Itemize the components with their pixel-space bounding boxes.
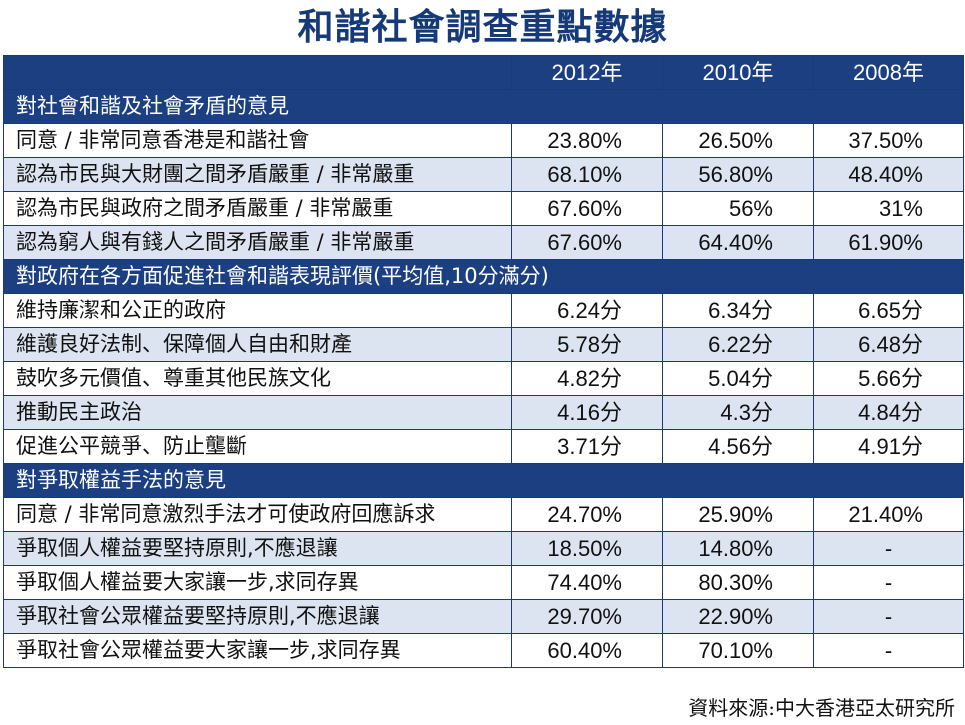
value-cell-2012: 67.60% bbox=[511, 225, 663, 260]
header-blank-cell bbox=[3, 55, 512, 90]
value-cell-2010: 80.30% bbox=[662, 565, 814, 600]
value-cell-2012: 68.10% bbox=[511, 157, 663, 192]
row-label: 爭取個人權益要大家讓一步,求同存異 bbox=[3, 565, 512, 600]
row-label: 爭取個人權益要堅持原則,不應退讓 bbox=[3, 531, 512, 566]
value-cell-2012: 24.70% bbox=[511, 497, 663, 532]
section-heading: 對政府在各方面促進社會和諧表現評價(平均值,10分滿分) bbox=[3, 259, 964, 294]
value-cell-2008: 6.48分 bbox=[813, 327, 964, 362]
table-row: 同意 / 非常同意香港是和諧社會 23.80% 26.50% 37.50% bbox=[3, 123, 964, 158]
value-cell-2008: 5.66分 bbox=[813, 361, 964, 396]
table-row: 促進公平競爭、防止壟斷 3.71分 4.56分 4.91分 bbox=[3, 429, 964, 464]
header-year-2008: 2008年 bbox=[813, 55, 964, 90]
row-label: 認為市民與政府之間矛盾嚴重 / 非常嚴重 bbox=[3, 191, 512, 226]
value-cell-2008: 4.91分 bbox=[813, 429, 964, 464]
value-cell-2010: 56.80% bbox=[662, 157, 814, 192]
row-label: 爭取社會公眾權益要堅持原則,不應退讓 bbox=[3, 599, 512, 634]
value-cell-2012: 29.70% bbox=[511, 599, 663, 634]
value-cell-2010: 26.50% bbox=[662, 123, 814, 158]
section-heading-row: 對爭取權益手法的意見 bbox=[3, 463, 964, 498]
value-cell-2008: 21.40% bbox=[813, 497, 964, 532]
source-note: 資料來源:中大香港亞太研究所 bbox=[688, 696, 955, 720]
table-row: 推動民主政治 4.16分 4.3分 4.84分 bbox=[3, 395, 964, 430]
table-row: 爭取個人權益要大家讓一步,求同存異 74.40% 80.30% - bbox=[3, 565, 964, 600]
row-label: 促進公平競爭、防止壟斷 bbox=[3, 429, 512, 464]
table-row: 爭取個人權益要堅持原則,不應退讓 18.50% 14.80% - bbox=[3, 531, 964, 566]
value-cell-2010: 64.40% bbox=[662, 225, 814, 260]
value-cell-2012: 5.78分 bbox=[511, 327, 663, 362]
value-cell-2010: 14.80% bbox=[662, 531, 814, 566]
row-label: 推動民主政治 bbox=[3, 395, 512, 430]
value-cell-2008: 37.50% bbox=[813, 123, 964, 158]
survey-table: 2012年 2010年 2008年 對社會和諧及社會矛盾的意見 同意 / 非常同意… bbox=[3, 55, 964, 668]
value-cell-2008: 48.40% bbox=[813, 157, 964, 192]
row-label: 認為窮人與有錢人之間矛盾嚴重 / 非常嚴重 bbox=[3, 225, 512, 260]
row-label: 維護良好法制、保障個人自由和財產 bbox=[3, 327, 512, 362]
value-cell-2012: 74.40% bbox=[511, 565, 663, 600]
value-cell-2010: 70.10% bbox=[662, 633, 814, 668]
table-row: 認為窮人與有錢人之間矛盾嚴重 / 非常嚴重 67.60% 64.40% 61.90% bbox=[3, 225, 964, 260]
row-label: 認為市民與大財團之間矛盾嚴重 / 非常嚴重 bbox=[3, 157, 512, 192]
table-row: 爭取社會公眾權益要大家讓一步,求同存異 60.40% 70.10% - bbox=[3, 633, 964, 668]
value-cell-2012: 6.24分 bbox=[511, 293, 663, 328]
row-label: 同意 / 非常同意激烈手法才可使政府回應訴求 bbox=[3, 497, 512, 532]
row-label: 爭取社會公眾權益要大家讓一步,求同存異 bbox=[3, 633, 512, 668]
value-cell-2012: 23.80% bbox=[511, 123, 663, 158]
value-cell-2010: 25.90% bbox=[662, 497, 814, 532]
value-cell-2008: 6.65分 bbox=[813, 293, 964, 328]
page-title: 和諧社會調查重點數據 bbox=[297, 7, 668, 48]
value-cell-2010: 22.90% bbox=[662, 599, 814, 634]
table-row: 維持廉潔和公正的政府 6.24分 6.34分 6.65分 bbox=[3, 293, 964, 328]
table-row: 鼓吹多元價值、尊重其他民族文化 4.82分 5.04分 5.66分 bbox=[3, 361, 964, 396]
value-cell-2010: 6.22分 bbox=[662, 327, 814, 362]
value-cell-2008: 4.84分 bbox=[813, 395, 964, 430]
section-heading: 對社會和諧及社會矛盾的意見 bbox=[3, 89, 964, 124]
value-cell-2012: 4.16分 bbox=[511, 395, 663, 430]
header-year-2012: 2012年 bbox=[511, 55, 663, 90]
value-cell-2008: 31% bbox=[813, 191, 964, 226]
section-heading: 對爭取權益手法的意見 bbox=[3, 463, 964, 498]
row-label: 維持廉潔和公正的政府 bbox=[3, 293, 512, 328]
value-cell-2008: - bbox=[813, 599, 964, 634]
table-header-row: 2012年 2010年 2008年 bbox=[3, 55, 964, 90]
table-row: 爭取社會公眾權益要堅持原則,不應退讓 29.70% 22.90% - bbox=[3, 599, 964, 634]
value-cell-2012: 18.50% bbox=[511, 531, 663, 566]
value-cell-2010: 4.3分 bbox=[662, 395, 814, 430]
value-cell-2010: 6.34分 bbox=[662, 293, 814, 328]
value-cell-2012: 60.40% bbox=[511, 633, 663, 668]
section-heading-row: 對政府在各方面促進社會和諧表現評價(平均值,10分滿分) bbox=[3, 259, 964, 294]
table-row: 同意 / 非常同意激烈手法才可使政府回應訴求 24.70% 25.90% 21.40% bbox=[3, 497, 964, 532]
value-cell-2010: 4.56分 bbox=[662, 429, 814, 464]
table-row: 認為市民與大財團之間矛盾嚴重 / 非常嚴重 68.10% 56.80% 48.40% bbox=[3, 157, 964, 192]
value-cell-2010: 56% bbox=[662, 191, 814, 226]
value-cell-2012: 67.60% bbox=[511, 191, 663, 226]
table-row: 維護良好法制、保障個人自由和財產 5.78分 6.22分 6.48分 bbox=[3, 327, 964, 362]
value-cell-2012: 4.82分 bbox=[511, 361, 663, 396]
value-cell-2008: - bbox=[813, 633, 964, 668]
value-cell-2008: - bbox=[813, 531, 964, 566]
value-cell-2012: 3.71分 bbox=[511, 429, 663, 464]
value-cell-2008: - bbox=[813, 565, 964, 600]
value-cell-2010: 5.04分 bbox=[662, 361, 814, 396]
row-label: 同意 / 非常同意香港是和諧社會 bbox=[3, 123, 512, 158]
header-year-2010: 2010年 bbox=[662, 55, 814, 90]
value-cell-2008: 61.90% bbox=[813, 225, 964, 260]
table-row: 認為市民與政府之間矛盾嚴重 / 非常嚴重 67.60% 56% 31% bbox=[3, 191, 964, 226]
row-label: 鼓吹多元價值、尊重其他民族文化 bbox=[3, 361, 512, 396]
section-heading-row: 對社會和諧及社會矛盾的意見 bbox=[3, 89, 964, 124]
